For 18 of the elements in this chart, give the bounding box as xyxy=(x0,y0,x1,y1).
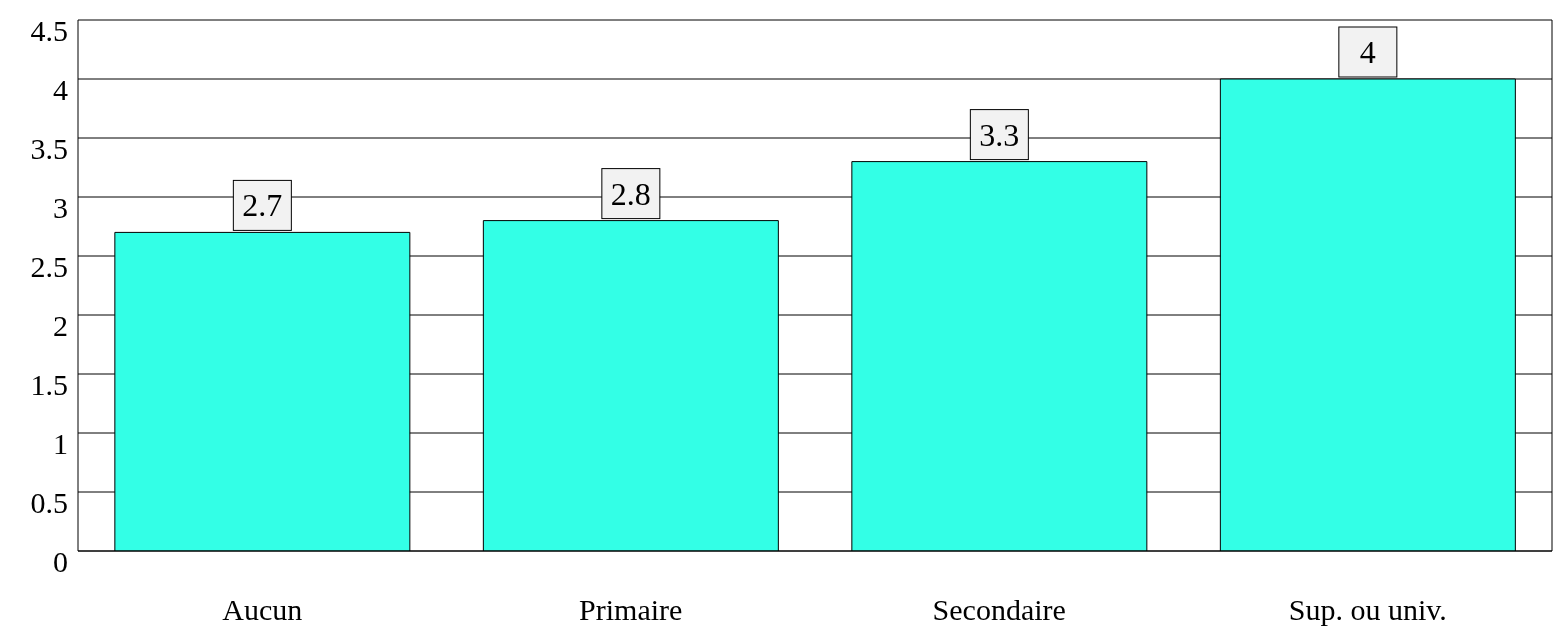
y-tick-label: 1.5 xyxy=(30,367,68,401)
data-label: 4 xyxy=(1359,34,1376,70)
data-label: 2.7 xyxy=(242,187,283,224)
x-tick-label: Sup. ou univ. xyxy=(1288,593,1447,627)
data-label: 3.3 xyxy=(979,116,1020,153)
y-tick-label: 0.5 xyxy=(30,485,68,519)
y-tick-label: 2.5 xyxy=(30,249,68,283)
x-tick-label: Secondaire xyxy=(932,593,1066,627)
x-tick-label: Primaire xyxy=(579,593,683,627)
y-tick-label: 4 xyxy=(53,72,68,106)
y-tick-label: 1 xyxy=(53,426,68,460)
data-label: 2.8 xyxy=(610,175,651,212)
y-tick-label: 4.5 xyxy=(30,13,68,47)
y-tick-label: 3.5 xyxy=(30,131,68,165)
x-tick-label: Aucun xyxy=(222,593,303,627)
y-tick-label: 3 xyxy=(53,190,68,224)
y-tick-label: 0 xyxy=(53,544,68,578)
y-tick-label: 2 xyxy=(53,308,68,342)
